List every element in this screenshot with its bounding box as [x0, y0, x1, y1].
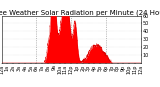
Title: Milwaukee Weather Solar Radiation per Minute (24 Hours): Milwaukee Weather Solar Radiation per Mi…: [0, 9, 160, 16]
